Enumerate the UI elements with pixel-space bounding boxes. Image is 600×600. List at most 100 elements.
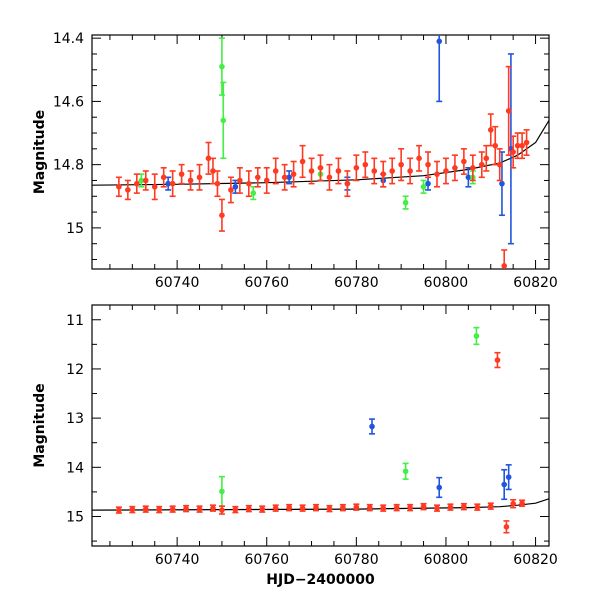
top-blue-point <box>232 183 239 190</box>
top-red-point <box>492 142 499 149</box>
bottom-red-point <box>313 504 319 511</box>
top-red-point <box>510 149 516 155</box>
bottom-red-point <box>380 505 387 511</box>
top-red-point <box>380 171 387 177</box>
bottom-red-point <box>366 504 373 511</box>
bottom-red-point <box>272 505 279 511</box>
top-y-tick-label: 14.4 <box>53 31 84 47</box>
bottom-x-tick-label: 60740 <box>155 552 200 568</box>
bottom-red-point <box>487 503 494 509</box>
top-red-point <box>496 161 503 168</box>
bottom-red-point <box>474 504 481 510</box>
bottom-red-point <box>407 504 413 511</box>
top-red-point <box>389 168 395 174</box>
top-red-point <box>237 177 243 184</box>
top-blue-point <box>436 38 443 45</box>
bottom-panel: 60740 60760 60780 60800 60820 11 12 13 14 15 Magni… <box>32 304 558 588</box>
top-red-point <box>398 161 404 168</box>
bottom-red-point <box>129 506 136 513</box>
bottom-y-axis-title: Magnitude <box>32 383 48 467</box>
top-red-point <box>205 155 212 162</box>
top-red-point <box>407 168 413 174</box>
top-red-point <box>434 171 440 177</box>
bottom-plot-frame <box>91 304 550 547</box>
top-red-point <box>461 158 467 165</box>
top-red-point <box>142 177 149 184</box>
bottom-red-point <box>246 505 252 512</box>
bottom-red-point <box>494 357 501 363</box>
bottom-x-axis-title: HJD−2400000 <box>266 572 375 588</box>
bottom-red-point <box>519 500 525 507</box>
top-blue-point <box>286 174 292 181</box>
bottom-green-point <box>402 468 409 475</box>
top-red-point <box>425 161 431 168</box>
bottom-red-point <box>183 505 189 512</box>
top-red-point <box>151 183 158 190</box>
bottom-red-point <box>353 504 360 510</box>
top-red-point <box>501 263 507 269</box>
top-red-point <box>326 174 333 181</box>
top-red-point <box>134 180 140 187</box>
top-red-point <box>169 180 176 187</box>
bottom-x-tick-label: 60800 <box>424 552 469 568</box>
top-red-point <box>196 174 203 181</box>
top-red-point <box>308 168 315 174</box>
top-red-point <box>483 155 490 162</box>
top-red-point <box>487 127 494 133</box>
top-red-point <box>505 108 512 114</box>
top-green-point <box>250 190 257 196</box>
top-x-tick-label: 60760 <box>244 275 289 291</box>
top-green-point <box>220 117 227 124</box>
bottom-y-tick-label: 15 <box>66 509 84 525</box>
top-data-layer <box>92 35 549 269</box>
bottom-red-point <box>340 504 346 511</box>
bottom-x-tick-label: 60780 <box>334 552 379 568</box>
bottom-red-point <box>210 505 216 511</box>
bottom-data-layer <box>92 326 549 534</box>
top-red-point <box>317 165 324 171</box>
bottom-red-point <box>420 503 427 510</box>
top-blue-point <box>165 180 171 187</box>
bottom-red-point <box>232 506 239 513</box>
bottom-blue-point <box>436 484 443 491</box>
top-red-point <box>416 155 422 162</box>
bottom-red-point <box>503 524 510 530</box>
top-red-point <box>228 187 234 193</box>
top-red-point <box>514 142 521 149</box>
top-panel: 60740 60760 60780 60800 60820 14.4 14.6 14.8 15 M… <box>32 31 558 291</box>
bottom-blue-point <box>505 474 512 480</box>
top-red-point <box>290 171 297 177</box>
bottom-red-point <box>461 503 467 510</box>
top-y-tick-label: 14.8 <box>53 158 84 174</box>
bottom-blue-point <box>369 423 375 430</box>
top-y-tick-label: 14.6 <box>53 94 84 110</box>
top-red-point <box>523 139 530 146</box>
top-x-tick-label: 60820 <box>513 275 558 291</box>
bottom-y-tick-label: 12 <box>66 362 84 378</box>
top-red-point <box>335 168 342 174</box>
top-red-point <box>125 187 131 193</box>
bottom-x-tick-label: 60760 <box>244 552 289 568</box>
top-red-point <box>519 142 525 149</box>
top-red-point <box>299 158 306 165</box>
top-green-point <box>138 177 145 184</box>
bottom-red-point <box>510 500 516 507</box>
bottom-red-point <box>286 504 292 511</box>
top-red-point <box>443 168 449 174</box>
top-red-point <box>187 177 194 184</box>
top-red-point <box>452 165 458 171</box>
bottom-red-point <box>156 506 163 513</box>
top-y-axis-title: Magnitude <box>32 110 48 194</box>
bottom-y-tick-label: 14 <box>66 460 84 476</box>
bottom-y-tick-label: 13 <box>66 411 84 427</box>
top-red-point <box>210 168 216 174</box>
bottom-green-point <box>473 333 480 339</box>
top-red-point <box>214 180 221 187</box>
top-y-tick-label: 15 <box>66 221 84 237</box>
bottom-red-point <box>447 504 454 510</box>
bottom-red-point <box>434 505 440 511</box>
top-x-tick-label: 60740 <box>155 275 200 291</box>
bottom-red-point <box>219 507 225 513</box>
bottom-red-point <box>326 505 333 512</box>
